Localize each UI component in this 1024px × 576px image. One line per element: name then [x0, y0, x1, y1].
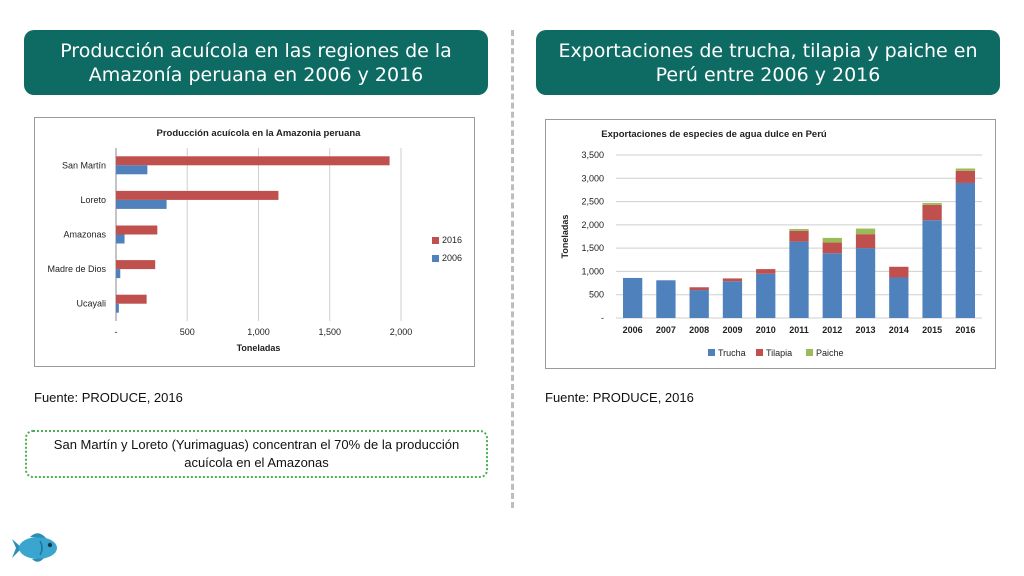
legend-swatch — [432, 255, 439, 262]
bar-2016 — [116, 260, 156, 270]
bar-Trucha — [656, 280, 676, 318]
bar-2006 — [116, 269, 121, 279]
bar-2016 — [116, 156, 390, 166]
x-tick-label: 2013 — [856, 325, 876, 335]
x-tick-label: 1,000 — [247, 327, 270, 337]
x-tick-label: 2,000 — [390, 327, 413, 337]
x-tick-label: 2014 — [889, 325, 909, 335]
fish-icon — [12, 533, 57, 562]
bar-Trucha — [689, 290, 709, 318]
x-tick-label: 2007 — [656, 325, 676, 335]
x-tick-label: 1,500 — [318, 327, 341, 337]
panel-divider — [511, 30, 514, 508]
x-axis-label: Toneladas — [237, 343, 281, 353]
category-label: Amazonas — [63, 230, 106, 240]
bar-Tilapia — [689, 287, 709, 291]
y-tick-label: - — [601, 313, 604, 323]
exports-chart: Exportaciones de especies de agua dulce … — [560, 129, 982, 358]
y-tick-label: 1,000 — [581, 266, 604, 276]
bar-Trucha — [622, 277, 643, 318]
bar-Tilapia — [756, 269, 776, 274]
category-label: Loreto — [80, 195, 106, 205]
bar-2006 — [116, 234, 125, 244]
category-label: Madre de Dios — [47, 264, 106, 274]
legend-swatch — [708, 349, 715, 356]
right-source-text: Fuente: PRODUCE, 2016 — [545, 390, 694, 405]
bar-Tilapia — [789, 230, 809, 242]
y-tick-label: 1,500 — [581, 243, 604, 253]
x-tick-label: 2010 — [756, 325, 776, 335]
bar-Paiche — [922, 202, 942, 205]
amazon-production-chart: Producción acuícola en la Amazonia perua… — [47, 128, 462, 353]
legend-label: 2006 — [442, 253, 462, 263]
bar-2006 — [116, 199, 167, 209]
bar-2006 — [116, 165, 148, 175]
bar-Trucha — [789, 241, 809, 318]
x-tick-label: 2008 — [689, 325, 709, 335]
bar-Paiche — [855, 228, 876, 235]
chart-title: Exportaciones de especies de agua dulce … — [601, 129, 827, 140]
x-tick-label: 2016 — [955, 325, 975, 335]
x-tick-label: 2011 — [789, 325, 809, 335]
legend-swatch — [806, 349, 813, 356]
x-tick-label: 2009 — [722, 325, 742, 335]
y-tick-label: 3,000 — [581, 173, 604, 183]
category-label: San Martín — [62, 160, 106, 170]
y-tick-label: 500 — [589, 290, 604, 300]
x-tick-label: 2012 — [822, 325, 842, 335]
legend-label: Tilapia — [766, 348, 792, 358]
y-tick-label: 3,500 — [581, 150, 604, 160]
bar-Tilapia — [922, 204, 942, 221]
bar-Trucha — [756, 273, 776, 318]
bar-Paiche — [789, 229, 809, 231]
y-tick-label: 2,500 — [581, 197, 604, 207]
bar-2016 — [116, 294, 147, 304]
x-tick-label: 500 — [180, 327, 195, 337]
bar-Tilapia — [722, 278, 743, 282]
x-tick-label: 2006 — [623, 325, 643, 335]
bar-Trucha — [822, 253, 842, 318]
amazon-production-chart-frame: Producción acuícola en la Amazonia perua… — [34, 117, 475, 367]
legend-label: Paiche — [816, 348, 844, 358]
bar-Trucha — [855, 248, 876, 318]
highlight-note-text: San Martín y Loreto (Yurimaguas) concent… — [53, 437, 460, 470]
legend-label: 2016 — [442, 235, 462, 245]
category-label: Ucayali — [76, 299, 106, 309]
bar-Tilapia — [955, 170, 976, 183]
bar-Tilapia — [889, 266, 909, 278]
bar-Trucha — [955, 182, 976, 318]
highlight-note: San Martín y Loreto (Yurimaguas) concent… — [25, 430, 488, 478]
y-tick-label: 2,000 — [581, 220, 604, 230]
x-tick-label: 2015 — [922, 325, 942, 335]
bar-Trucha — [889, 277, 909, 318]
x-tick-label: - — [115, 327, 118, 337]
legend-swatch — [432, 237, 439, 244]
bar-Trucha — [922, 220, 942, 318]
bar-Trucha — [722, 281, 743, 318]
legend-swatch — [756, 349, 763, 356]
chart-title: Producción acuícola en la Amazonia perua… — [157, 128, 362, 139]
bar-2006 — [116, 303, 119, 313]
legend-label: Trucha — [718, 348, 746, 358]
bar-Paiche — [822, 237, 842, 243]
bar-2016 — [116, 190, 279, 200]
exports-chart-frame: Exportaciones de especies de agua dulce … — [545, 119, 996, 369]
bar-Tilapia — [855, 234, 876, 249]
right-panel-title: Exportaciones de trucha, tilapia y paich… — [536, 30, 1000, 95]
left-source-text: Fuente: PRODUCE, 2016 — [34, 390, 183, 405]
bar-2016 — [116, 225, 158, 235]
left-panel-title: Producción acuícola en las regiones de l… — [24, 30, 488, 95]
bar-Tilapia — [822, 242, 842, 254]
y-axis-label: Toneladas — [560, 215, 570, 259]
bar-Paiche — [955, 168, 976, 171]
